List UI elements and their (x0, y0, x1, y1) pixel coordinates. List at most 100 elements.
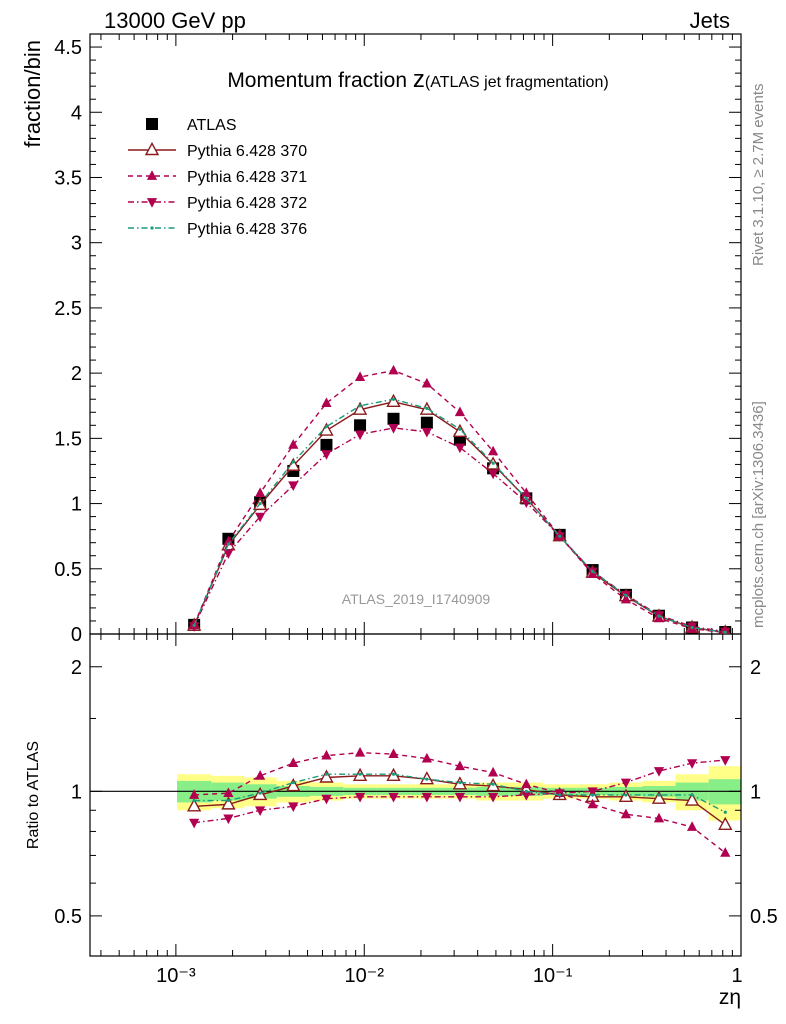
data-point-triangle-up (487, 766, 499, 777)
data-point-triangle-up (388, 364, 399, 375)
data-point-triangle-down (487, 792, 499, 803)
data-point-square (420, 416, 433, 429)
data-point-dot (690, 793, 694, 797)
data-point-triangle-up (189, 789, 200, 799)
data-point-open-triangle (286, 777, 301, 792)
data-point-open-triangle (319, 422, 334, 436)
data-point-dot (291, 460, 295, 464)
data-point-open-triangle (352, 401, 368, 415)
ratio-plot-frame (89, 633, 742, 957)
data-point-triangle-up (521, 778, 532, 789)
data-point-triangle-down (521, 791, 532, 801)
data-point-open-triangle (144, 141, 160, 156)
title-variable: z (413, 66, 425, 93)
data-point-triangle-up (720, 847, 731, 857)
data-point-dot (324, 772, 329, 776)
data-point-dot (624, 793, 628, 797)
data-point-dot (291, 780, 295, 785)
data-point-triangle-down (255, 806, 266, 816)
data-point-triangle-down (454, 443, 466, 454)
ratio-y-axis-label: Ratio to ATLAS (25, 741, 42, 849)
data-point-square (354, 419, 367, 432)
data-point-open-triangle (221, 796, 236, 810)
x-tick-label: 10⁻² (345, 965, 385, 987)
ratio-y-tick-label-right: 1 (750, 781, 761, 803)
y-tick-label: 1 (71, 494, 82, 516)
data-point-triangle-up (653, 812, 665, 823)
data-point-triangle-up (686, 821, 698, 831)
data-point-triangle-up (223, 787, 234, 798)
data-point-triangle-up (620, 808, 632, 819)
data-point-triangle-up (454, 406, 466, 417)
legend-label: ATLAS (187, 117, 237, 134)
y-tick-label: 3.5 (54, 167, 82, 189)
data-point-open-triangle (286, 457, 301, 471)
data-point-dot (391, 772, 396, 776)
data-point-square (146, 118, 158, 130)
data-point-triangle-down (454, 792, 466, 803)
y-tick-label: 0.5 (54, 559, 82, 581)
plot-title: Momentum fraction z(ATLAS jet fragmentat… (227, 66, 608, 93)
ratio-y-tick-label-right: 2 (750, 657, 761, 679)
process-label: 13000 GeV pp (104, 8, 246, 33)
data-point-triangle-up (454, 760, 466, 771)
main-series-group (186, 364, 732, 634)
data-point-dot (723, 810, 727, 814)
data-point-triangle-up (354, 746, 366, 757)
y-tick-label: 2 (71, 363, 82, 385)
data-point-dot (590, 569, 595, 573)
data-point-triangle-down (354, 430, 366, 441)
series-line (193, 398, 726, 633)
data-point-dot (524, 789, 528, 793)
data-point-dot (590, 793, 595, 797)
data-point-triangle-up (146, 170, 158, 180)
data-point-dot (258, 791, 262, 795)
data-point-dot (458, 427, 462, 431)
data-point-dot (657, 614, 661, 618)
data-point-dot (624, 593, 628, 598)
data-point-triangle-up (587, 798, 598, 809)
data-point-dot (723, 630, 727, 634)
y-tick-label: 1.5 (54, 428, 82, 450)
observable-category-label: Jets (689, 8, 730, 33)
data-point-triangle-down (223, 814, 234, 825)
data-point-triangle-down (587, 787, 598, 798)
y-tick-label: 4 (71, 102, 82, 124)
data-point-dot (391, 397, 396, 401)
ratio-y-tick-label: 0.5 (54, 906, 82, 928)
data-point-square (387, 412, 400, 425)
data-point-triangle-down (653, 767, 665, 777)
data-point-triangle-down (288, 802, 299, 813)
x-axis-label: zη (719, 986, 741, 1009)
data-point-dot (690, 625, 694, 630)
data-point-dot (657, 793, 661, 797)
legend-label: Pythia 6.428 371 (187, 169, 307, 186)
data-point-triangle-down (388, 792, 399, 803)
data-point-dot (192, 798, 196, 803)
data-point-open-triangle (718, 816, 733, 831)
data-point-triangle-up (521, 487, 532, 498)
legend-label: Pythia 6.428 370 (187, 143, 307, 160)
data-point-triangle-down (288, 481, 299, 492)
data-point-dot (425, 406, 429, 410)
data-point-triangle-up (288, 439, 299, 449)
series-line (194, 759, 726, 824)
y-tick-label: 3 (71, 233, 82, 255)
data-point-open-triangle (651, 790, 667, 804)
data-point-dot (491, 461, 495, 465)
legend-label: Pythia 6.428 376 (187, 221, 307, 238)
data-point-triangle-down (388, 424, 399, 434)
data-point-dot (258, 501, 262, 506)
data-point-dot (226, 798, 230, 803)
data-point-triangle-down (255, 512, 266, 523)
data-point-triangle-down (189, 818, 200, 829)
y-tick-label: 2.5 (54, 298, 82, 320)
data-point-dot (524, 496, 528, 500)
data-point-dot (458, 780, 462, 785)
legend: ATLAS Pythia 6.428 370 Pythia 6.428 371 Pyt… (128, 117, 307, 238)
data-point-dot (358, 404, 362, 408)
data-point-dot (358, 772, 362, 776)
data-point-triangle-down (146, 198, 158, 208)
data-point-triangle-down (354, 792, 366, 803)
title-paren: (ATLAS jet fragmentation) (425, 74, 609, 91)
